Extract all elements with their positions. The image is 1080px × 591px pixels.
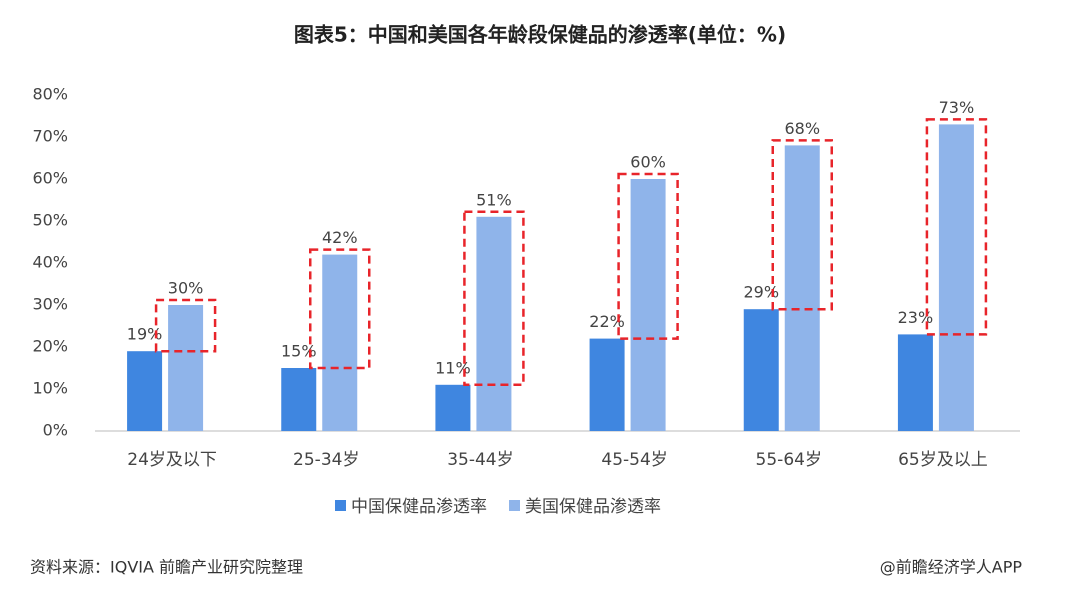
value-label: 22% bbox=[589, 312, 625, 331]
y-tick-label: 80% bbox=[32, 85, 68, 104]
legend-swatch bbox=[335, 500, 346, 511]
y-tick-label: 70% bbox=[32, 127, 68, 146]
value-label: 30% bbox=[168, 279, 204, 298]
value-label: 29% bbox=[743, 283, 779, 302]
y-tick-label: 60% bbox=[32, 169, 68, 188]
bar bbox=[281, 368, 317, 431]
chart-title: 图表5：中国和美国各年龄段保健品的渗透率(单位：%) bbox=[294, 23, 786, 47]
y-tick-label: 30% bbox=[32, 295, 68, 314]
bar bbox=[476, 216, 512, 431]
gap-highlight bbox=[617, 172, 679, 340]
legend-swatch bbox=[509, 500, 520, 511]
bar bbox=[743, 309, 779, 431]
bar bbox=[897, 334, 933, 431]
x-tick-label: 35-44岁 bbox=[447, 450, 513, 470]
gap-highlight bbox=[154, 298, 217, 353]
x-tick-label: 25-34岁 bbox=[293, 450, 359, 470]
gap-highlight bbox=[309, 248, 371, 370]
legend-label: 美国保健品渗透率 bbox=[525, 497, 661, 517]
legend-label: 中国保健品渗透率 bbox=[351, 497, 487, 517]
gap-highlight bbox=[463, 210, 525, 387]
y-tick-label: 50% bbox=[32, 211, 68, 230]
x-tick-label: 55-64岁 bbox=[756, 450, 822, 470]
x-tick-label: 24岁及以下 bbox=[127, 450, 217, 470]
x-tick-label: 45-54岁 bbox=[601, 450, 667, 470]
y-tick-label: 20% bbox=[32, 337, 68, 356]
source-note: 资料来源：IQVIA 前瞻产业研究院整理 bbox=[30, 558, 303, 577]
bar bbox=[589, 338, 625, 431]
bar bbox=[168, 305, 204, 431]
bar bbox=[127, 351, 163, 431]
value-label: 68% bbox=[784, 119, 820, 138]
y-tick-label: 40% bbox=[32, 253, 68, 272]
x-tick-label: 65岁及以上 bbox=[898, 450, 988, 470]
value-label: 11% bbox=[435, 358, 471, 377]
bar bbox=[784, 145, 820, 431]
bar bbox=[630, 179, 666, 431]
y-tick-label: 0% bbox=[43, 421, 68, 440]
gap-highlight bbox=[771, 139, 833, 311]
gap-highlight bbox=[925, 118, 988, 336]
value-label: 60% bbox=[630, 153, 666, 172]
value-label: 15% bbox=[281, 342, 317, 361]
value-label: 42% bbox=[322, 228, 358, 247]
value-label: 19% bbox=[127, 325, 163, 344]
credit: @前瞻经济学人APP bbox=[880, 558, 1023, 577]
bar bbox=[435, 384, 471, 431]
bar bbox=[322, 254, 358, 431]
value-label: 73% bbox=[939, 98, 975, 117]
value-label: 51% bbox=[476, 190, 512, 209]
y-tick-label: 10% bbox=[32, 379, 68, 398]
bar bbox=[938, 124, 974, 432]
value-label: 23% bbox=[898, 308, 934, 327]
